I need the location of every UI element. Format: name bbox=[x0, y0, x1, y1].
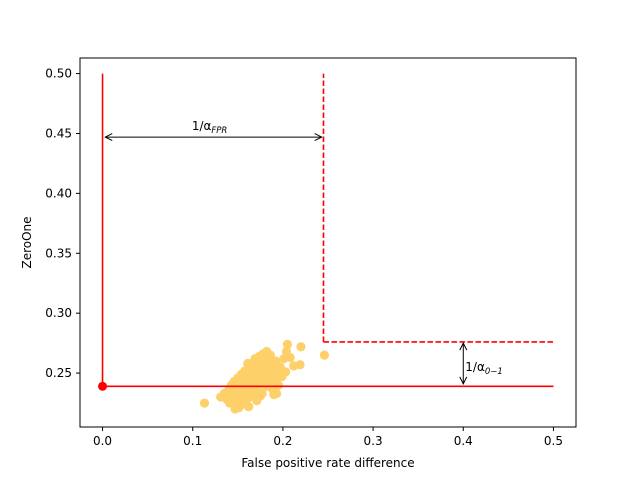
scatter-point bbox=[269, 390, 279, 400]
y-tick-label: 0.50 bbox=[45, 67, 72, 81]
y-tick-label: 0.25 bbox=[45, 366, 72, 380]
scatter-point bbox=[255, 391, 265, 401]
scatter-point bbox=[240, 382, 250, 393]
scatter-point bbox=[282, 339, 293, 349]
x-axis-label: False positive rate difference bbox=[241, 456, 414, 470]
annotation-arrow-head bbox=[104, 133, 113, 142]
scatter-point bbox=[228, 394, 238, 405]
annotation-arrow-head bbox=[314, 133, 323, 142]
scatter-point bbox=[281, 346, 292, 357]
scatter-point bbox=[235, 372, 246, 382]
annotation-label-subscript: FPR bbox=[211, 126, 227, 136]
x-tick-label: 0.4 bbox=[454, 434, 473, 448]
scatter-point bbox=[230, 404, 240, 414]
scatter-point bbox=[319, 350, 329, 360]
annotation-label-subscript: 0−1 bbox=[485, 367, 503, 377]
annotation-label: 1/αFPR bbox=[192, 119, 228, 136]
ticks: 0.0 0.1 0.2 0.3 0.4 0.5 0.25 0.30 0.35 0.40 0.45 0.… bbox=[45, 67, 563, 448]
annotation-label-main: 1/α bbox=[192, 119, 212, 133]
x-tick-label: 0.0 bbox=[93, 434, 112, 448]
scatter-point bbox=[244, 402, 254, 412]
scatter-point bbox=[244, 375, 255, 385]
scatter-point bbox=[274, 370, 284, 381]
scatter-point bbox=[239, 393, 249, 403]
annotation-label-main: 1/α bbox=[465, 360, 485, 374]
annotation-arrow-head bbox=[459, 376, 468, 385]
scatter-point bbox=[265, 375, 275, 385]
scatter-point bbox=[254, 374, 265, 384]
annotation-arrow-head bbox=[459, 342, 468, 351]
axes-frame bbox=[79, 57, 577, 428]
scatter-point bbox=[247, 388, 257, 399]
x-tick-label: 0.2 bbox=[273, 434, 292, 448]
scatter-point bbox=[243, 358, 253, 369]
y-tick-label: 0.30 bbox=[45, 306, 72, 320]
y-tick-label: 0.45 bbox=[45, 126, 72, 140]
y-tick-label: 0.35 bbox=[45, 246, 72, 260]
annotation-label: 1/α0−1 bbox=[465, 360, 503, 377]
scatter-point bbox=[273, 380, 283, 390]
scatter-point bbox=[296, 342, 306, 352]
scatter-point bbox=[295, 360, 305, 370]
x-tick-label: 0.1 bbox=[183, 434, 202, 448]
scatter-point bbox=[258, 367, 268, 377]
scatter-point bbox=[250, 354, 260, 364]
y-axis-label: ZeroOne bbox=[20, 216, 34, 268]
y-tick-label: 0.40 bbox=[45, 186, 72, 200]
x-tick-label: 0.3 bbox=[364, 434, 383, 448]
scatter-point bbox=[262, 360, 273, 370]
scatter-point bbox=[199, 398, 210, 408]
scatter-point bbox=[233, 386, 243, 396]
x-tick-label: 0.5 bbox=[544, 434, 563, 448]
scatter-point bbox=[265, 350, 275, 360]
reference-point bbox=[98, 381, 108, 391]
